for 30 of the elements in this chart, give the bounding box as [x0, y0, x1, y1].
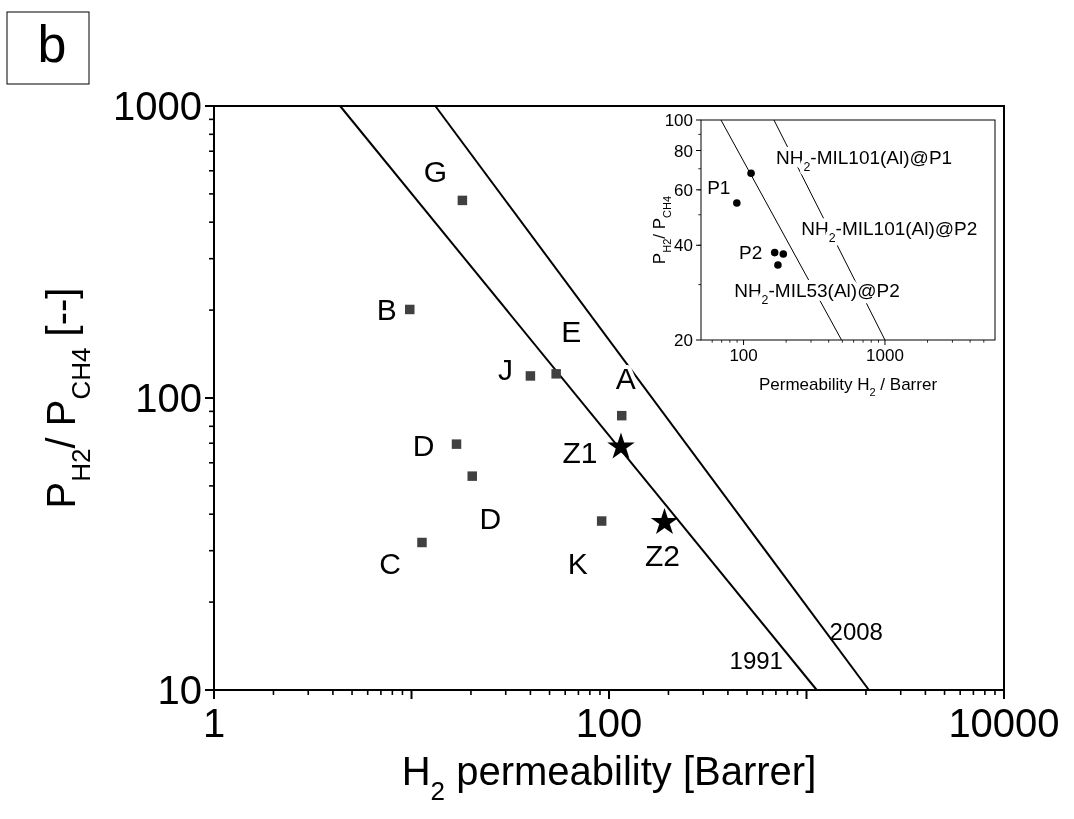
x-axis-title: Permeability H$_{2}$ / Barrer [758, 375, 938, 398]
data-label: D [479, 501, 502, 535]
data-label: E [561, 314, 582, 348]
text: b [37, 15, 67, 73]
y-tick-label: 80 [674, 141, 693, 161]
x-tick-label: 10000 [948, 701, 1060, 745]
data-label: J [497, 352, 513, 386]
data-label: P2 [739, 242, 763, 264]
data-label: A [615, 362, 636, 396]
data-label: G [423, 155, 448, 189]
data-label: NH$_{2}$-MIL101(Al)@P2 [801, 217, 978, 245]
y-tick-label: 60 [674, 180, 693, 200]
x-tick-label: 100 [575, 701, 643, 745]
data-label: P1 [707, 176, 731, 198]
y-tick-label: 10 [157, 668, 202, 713]
x-tick-label: 1 [202, 701, 226, 745]
y-tick-label: 100 [664, 111, 693, 131]
data-label: B [376, 293, 397, 327]
x-axis-title: H$_{2}$ permeability [Barrer] [401, 749, 817, 806]
data-label: C [379, 547, 401, 581]
data-label: K [567, 546, 588, 580]
data-label: D [412, 428, 435, 462]
series-label: 2008 [829, 617, 883, 645]
y-tick-label: 1000 [113, 84, 202, 129]
series-label: 1991 [729, 646, 783, 674]
data-label: Z1 [562, 435, 598, 469]
y-tick-label: 100 [135, 376, 202, 421]
y-tick-label: 40 [674, 236, 693, 256]
y-tick-label: 20 [674, 331, 693, 351]
data-label: Z2 [645, 539, 681, 573]
